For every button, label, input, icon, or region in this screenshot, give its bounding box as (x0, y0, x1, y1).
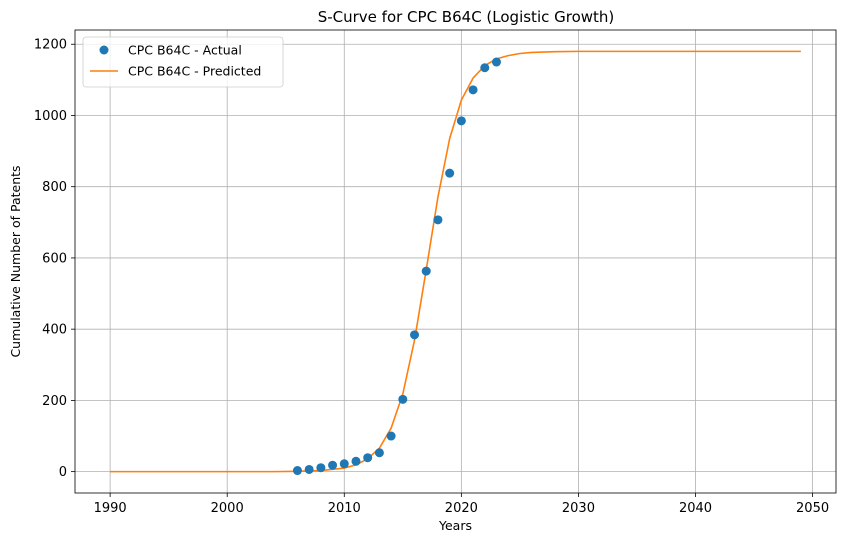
legend-box (82, 36, 284, 88)
x-tick-label: 2050 (796, 501, 829, 516)
actual-data-point (351, 456, 361, 466)
actual-data-point (339, 459, 349, 469)
actual-data-point (456, 116, 466, 126)
predicted-series-line (110, 50, 801, 473)
actual-data-point (304, 464, 314, 474)
actual-data-point (480, 63, 490, 73)
legend-label-predicted: CPC B64C - Predicted (128, 64, 261, 79)
x-tick-label: 2030 (562, 501, 595, 516)
actual-data-point (410, 330, 420, 340)
y-tick-label: 600 (42, 251, 67, 266)
actual-data-point (363, 453, 373, 463)
actual-data-point (316, 463, 326, 473)
chart-title: S-Curve for CPC B64C (Logistic Growth) (318, 8, 615, 26)
actual-data-point (468, 85, 478, 95)
y-tick-label: 400 (42, 323, 67, 338)
actual-data-point (433, 215, 443, 225)
grid (75, 30, 836, 493)
x-tick-label: 1990 (94, 501, 127, 516)
y-tick-label: 200 (42, 394, 67, 409)
y-tick-label: 1000 (34, 109, 67, 124)
x-tick-label: 2010 (328, 501, 361, 516)
legend-marker-actual (99, 45, 109, 55)
axis-ticks: 1990 2000 2010 2020 2030 2040 2050 0 200 400 600 80… (34, 38, 829, 516)
y-tick-label: 1200 (34, 38, 67, 53)
actual-data-point (491, 57, 501, 67)
actual-data-point (292, 466, 302, 476)
actual-data-point (374, 448, 384, 458)
actual-data-point (421, 266, 431, 276)
actual-data-point (386, 431, 396, 441)
y-tick-label: 0 (59, 465, 67, 480)
actual-data-point (398, 394, 408, 404)
legend: CPC B64C - Actual CPC B64C - Predicted (82, 36, 284, 88)
x-axis-label: Years (438, 518, 472, 533)
plot-frame (74, 29, 837, 494)
y-axis-label: Cumulative Number of Patents (8, 165, 23, 357)
plot-area (110, 50, 801, 476)
x-tick-label: 2040 (679, 501, 712, 516)
x-tick-label: 2020 (445, 501, 478, 516)
actual-data-point (328, 460, 338, 470)
legend-label-actual: CPC B64C - Actual (128, 43, 242, 58)
y-tick-label: 800 (42, 180, 67, 195)
x-tick-label: 2000 (211, 501, 244, 516)
actual-data-point (445, 168, 455, 178)
